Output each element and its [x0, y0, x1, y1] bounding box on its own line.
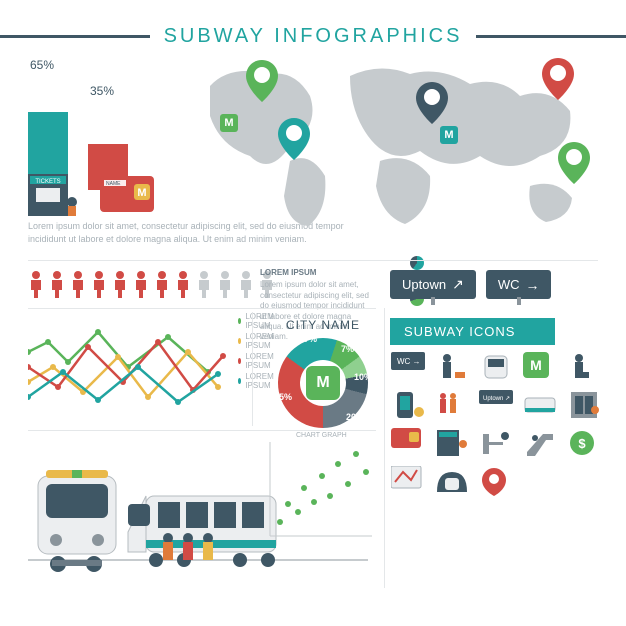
svg-text:M: M	[530, 357, 542, 373]
person-icon	[154, 270, 170, 298]
person-icon	[196, 270, 212, 298]
donut-pct: 10%	[354, 372, 372, 382]
svg-text:M: M	[137, 187, 146, 199]
scatter-chart	[264, 442, 374, 542]
person-icon	[112, 270, 128, 298]
bar-a-label: 65%	[30, 58, 54, 72]
sign-wc-label: WC	[498, 277, 520, 292]
donut-pct: 20%	[346, 412, 364, 422]
person-icon	[217, 270, 233, 298]
tickets-label: TICKETS	[35, 179, 60, 185]
queue-icon	[434, 390, 470, 420]
map-pin-D: D	[416, 82, 448, 124]
divider	[28, 430, 376, 431]
passenger-walk-icon	[434, 352, 470, 382]
svg-text:$: $	[578, 436, 586, 451]
sign-wc: WC →	[486, 270, 552, 299]
arrow-ne-icon: ↗	[452, 276, 464, 293]
arrow-e-icon: →	[525, 277, 539, 293]
wc-sign-icon: WC →	[390, 352, 426, 382]
donut-pct: 35%	[274, 392, 292, 402]
train-front-icon	[478, 352, 514, 382]
svg-text:Uptown ↗: Uptown ↗	[483, 396, 510, 402]
person-icon	[28, 270, 44, 298]
sign-uptown: Uptown ↗	[390, 270, 476, 299]
subway-icons-title: SUBWAY ICONS	[390, 318, 555, 345]
divider	[252, 312, 253, 426]
pin-small-icon	[478, 466, 514, 496]
bar-b-label: 35%	[90, 84, 114, 98]
scatter-title: CHART GRAPH	[296, 432, 347, 439]
person-icon	[238, 270, 254, 298]
donut-pct: 7%	[341, 344, 354, 354]
tickets-icon: TICKETS	[28, 168, 88, 216]
donut-pct: 7%	[304, 334, 317, 344]
subway-line-chart: LOREM IPSUMLOREM IPSUMLOREM IPSUMLOREM I…	[28, 312, 228, 412]
people-pictogram-row	[28, 270, 275, 298]
donut-center-m-icon: M	[306, 366, 340, 400]
map-m-icon: M	[220, 114, 238, 132]
coin-icon: $	[566, 428, 602, 458]
train-side-icon	[522, 390, 558, 420]
phone-app-icon	[390, 390, 426, 420]
fare-card-icon: NAME M	[100, 176, 154, 212]
divider	[28, 260, 598, 261]
person-icon	[70, 270, 86, 298]
person-icon	[133, 270, 149, 298]
person-icon	[175, 270, 191, 298]
turnstile-icon	[478, 428, 514, 458]
map-m-icon: M	[440, 126, 458, 144]
donut-title: CITY NAME	[268, 318, 378, 332]
direction-signs: Uptown ↗ WC →	[390, 270, 551, 299]
divider	[28, 308, 376, 309]
map-pin-A: A	[542, 58, 574, 100]
title-rule-right	[476, 35, 626, 38]
person-icon	[91, 270, 107, 298]
train-door-icon	[566, 390, 602, 420]
world-map: A BC D D M M	[200, 56, 600, 246]
escalator-icon	[522, 428, 558, 458]
city-donut: CITY NAME M 35% 20% 10% 7% 7%	[268, 318, 378, 428]
sign-uptown-label: Uptown	[402, 277, 446, 292]
m-box-icon: M	[522, 352, 558, 382]
page-title-row: SUBWAY INFOGRAPHICS	[0, 22, 626, 50]
passenger-seated-icon	[566, 352, 602, 382]
page-title: SUBWAY INFOGRAPHICS	[150, 25, 477, 48]
fare-card-icon	[390, 428, 426, 458]
map-pin-B: B	[246, 60, 278, 102]
divider	[384, 308, 385, 588]
svg-text:WC →: WC →	[397, 357, 421, 366]
subway-icon-grid: WC → M Uptown ↗ $	[390, 352, 600, 496]
tunnel-train-icon	[434, 466, 470, 496]
route-map-icon	[390, 466, 426, 496]
uptown-sign-icon: Uptown ↗	[478, 390, 514, 420]
title-rule-left	[0, 35, 150, 38]
map-pin-D: D	[558, 142, 590, 184]
svg-text:NAME: NAME	[106, 181, 121, 187]
ticket-booth-icon	[434, 428, 470, 458]
map-pin-C: C	[278, 118, 310, 160]
donut-chart: M 35% 20% 10% 7% 7%	[278, 338, 368, 428]
person-icon	[49, 270, 65, 298]
